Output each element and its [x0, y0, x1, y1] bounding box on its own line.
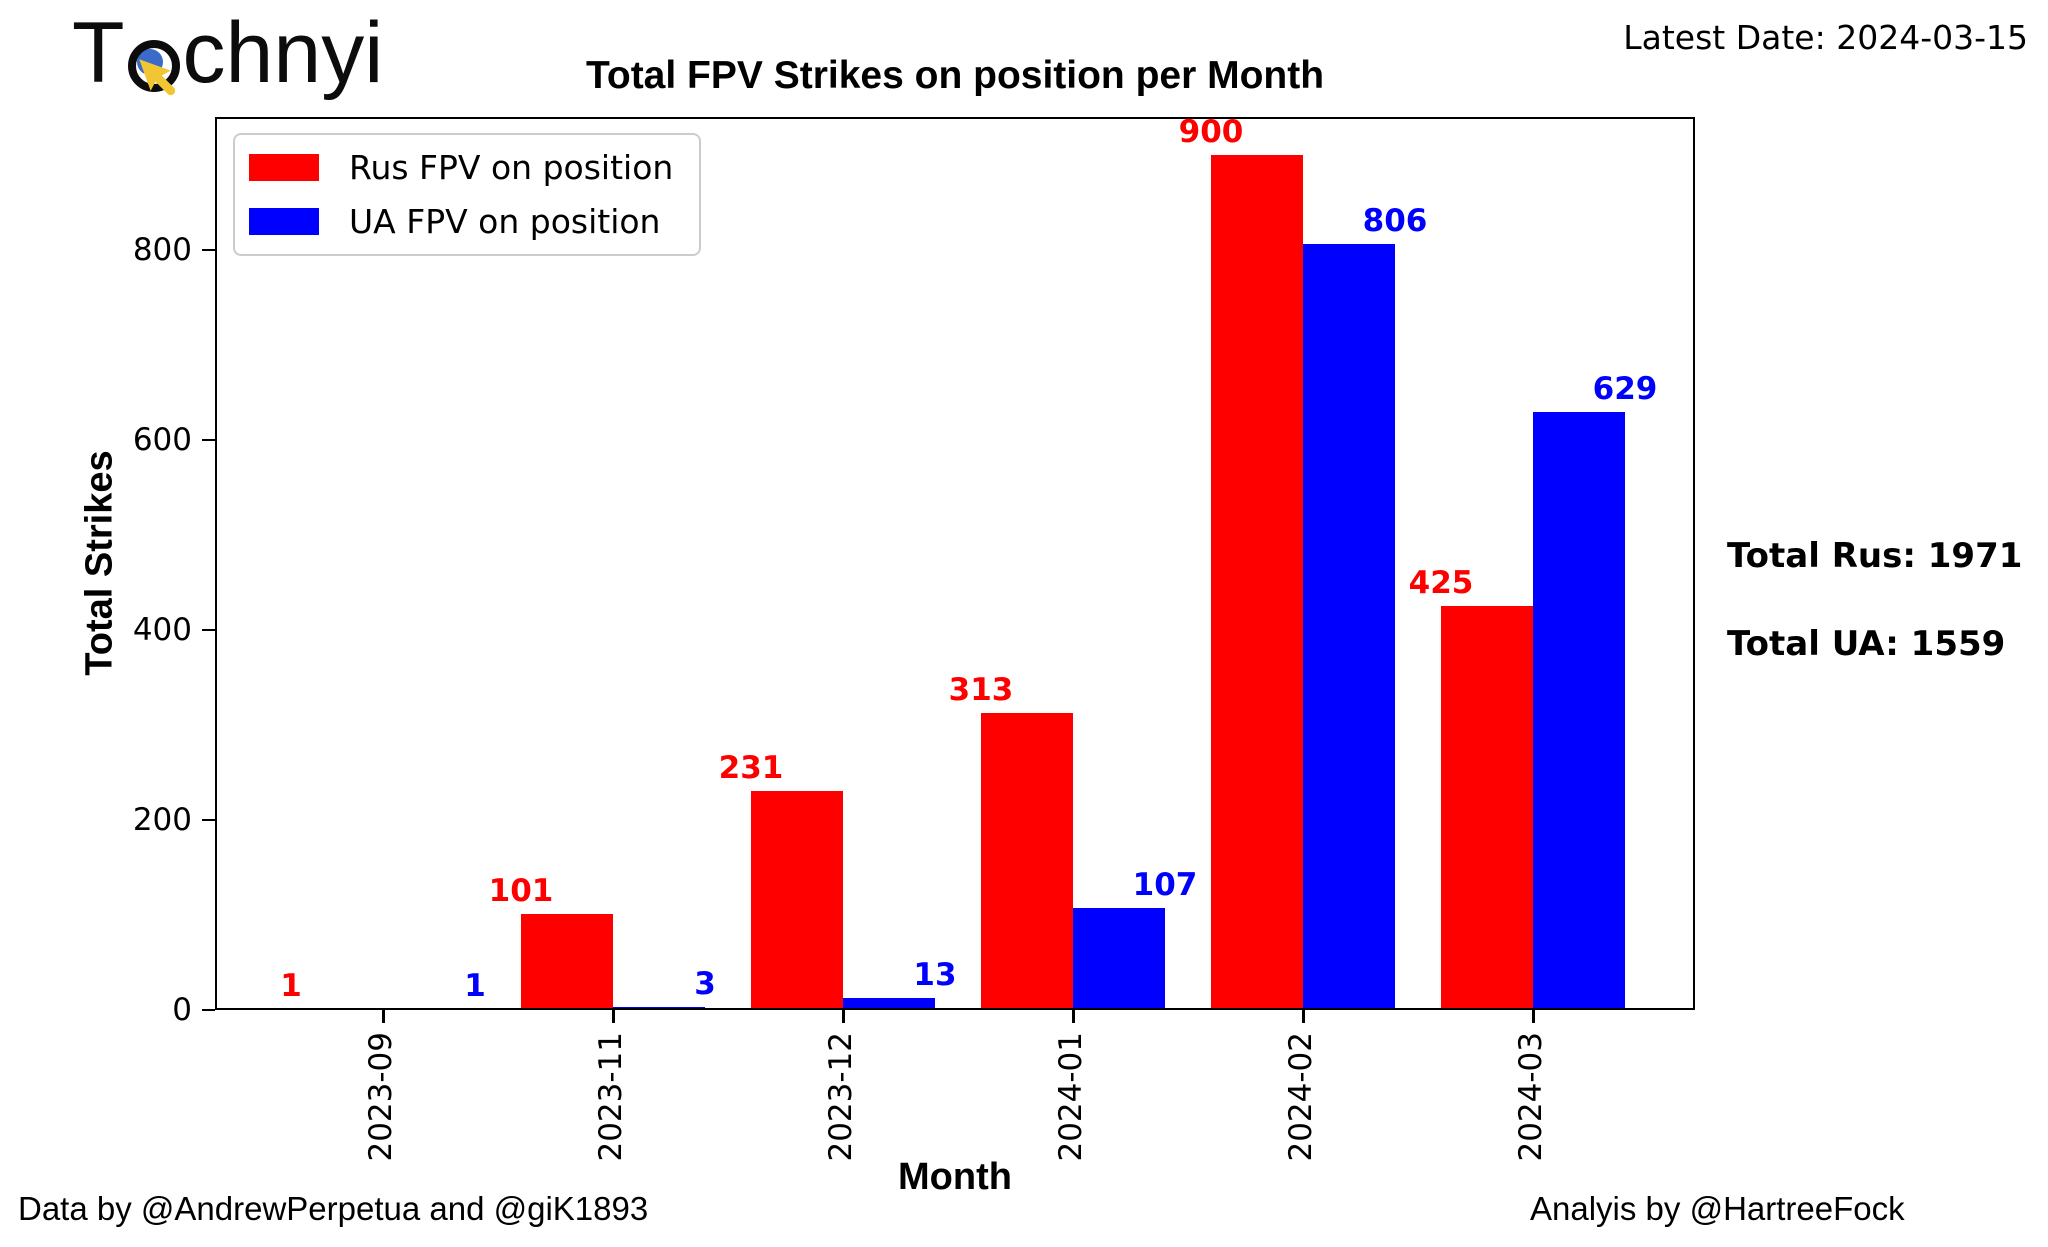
target-cursor-icon: [127, 40, 180, 96]
bar-ua-2023-12: [843, 997, 935, 1010]
x-tick-label-2023-11: 2023-11: [593, 1032, 629, 1162]
y-tick-label-400: 400: [132, 612, 192, 648]
y-tick-600: [202, 438, 215, 442]
legend-swatch-ua: [249, 208, 319, 235]
legend-row-rus: Rus FPV on position: [249, 151, 673, 184]
x-tick-2024-03: [1532, 1010, 1535, 1023]
total-ua-label: Total UA: 1559: [1727, 624, 2006, 664]
x-tick-2023-12: [842, 1010, 845, 1023]
value-label-ua-2023-11: 3: [694, 966, 716, 1003]
value-label-ua-2023-12: 13: [913, 956, 957, 993]
value-label-rus-2024-01: 313: [948, 671, 1014, 708]
x-tick-label-2023-09: 2023-09: [363, 1032, 399, 1162]
bar-rus-2024-03: [1441, 606, 1533, 1010]
logo-text-suffix: chnyi: [182, 5, 384, 101]
x-tick-label-2024-02: 2024-02: [1283, 1032, 1319, 1162]
legend-label-ua: UA FPV on position: [349, 202, 661, 241]
bar-ua-2024-02: [1303, 244, 1395, 1010]
legend-row-ua: UA FPV on position: [249, 205, 673, 238]
legend-label-rus: Rus FPV on position: [349, 148, 674, 187]
x-tick-2024-01: [1072, 1010, 1075, 1023]
y-tick-label-0: 0: [172, 992, 192, 1028]
latest-date-label: Latest Date: 2024-03-15: [1623, 18, 2028, 57]
x-axis-label: Month: [898, 1156, 1012, 1198]
value-label-rus-2023-09: 1: [280, 968, 302, 1004]
y-tick-800: [202, 248, 215, 252]
legend: Rus FPV on position UA FPV on position: [233, 133, 702, 256]
bar-rus-2023-09: [291, 1009, 383, 1010]
x-tick-label-2023-12: 2023-12: [823, 1032, 859, 1162]
bar-ua-2024-03: [1533, 412, 1625, 1010]
bar-ua-2023-11: [613, 1007, 705, 1010]
bar-rus-2024-02: [1211, 155, 1303, 1010]
y-tick-label-200: 200: [132, 802, 192, 838]
analysis-credit: Analyis by @HartreeFock: [1530, 1190, 1905, 1227]
total-rus-label: Total Rus: 1971: [1727, 536, 2023, 576]
cursor-icon: [138, 59, 175, 96]
bar-ua-2023-09: [383, 1009, 475, 1010]
bar-rus-2023-11: [521, 914, 613, 1010]
value-label-rus-2024-03: 425: [1408, 565, 1474, 602]
data-credit: Data by @AndrewPerpetua and @giK1893: [18, 1190, 649, 1227]
x-tick-label-2024-03: 2024-03: [1513, 1032, 1549, 1162]
value-label-ua-2024-01: 107: [1132, 867, 1198, 904]
chart-title: Total FPV Strikes on position per Month: [585, 54, 1325, 97]
bar-rus-2023-12: [751, 790, 843, 1010]
value-label-rus-2023-12: 231: [718, 749, 784, 786]
x-tick-2024-02: [1302, 1010, 1305, 1023]
y-tick-0: [202, 1008, 215, 1012]
plot-area: Rus FPV on position UA FPV on position 1…: [215, 117, 1695, 1010]
legend-swatch-rus: [249, 154, 319, 181]
x-tick-2023-11: [612, 1010, 615, 1023]
value-label-ua-2024-03: 629: [1592, 371, 1658, 408]
x-tick-label-2024-01: 2024-01: [1053, 1032, 1089, 1162]
x-tick-2023-09: [382, 1010, 385, 1023]
logo-ring: [127, 40, 180, 92]
value-label-rus-2024-02: 900: [1178, 114, 1244, 150]
technyi-logo: T chnyi: [72, 5, 384, 101]
bar-rus-2024-01: [981, 712, 1073, 1010]
y-tick-label-600: 600: [132, 422, 192, 458]
bar-ua-2024-01: [1073, 908, 1165, 1010]
value-label-ua-2024-02: 806: [1362, 203, 1428, 240]
y-tick-400: [202, 628, 215, 632]
y-tick-label-800: 800: [132, 232, 192, 268]
logo-text-prefix: T: [72, 5, 125, 101]
y-tick-200: [202, 818, 215, 822]
value-label-rus-2023-11: 101: [488, 873, 554, 910]
value-label-ua-2023-09: 1: [464, 968, 486, 1004]
